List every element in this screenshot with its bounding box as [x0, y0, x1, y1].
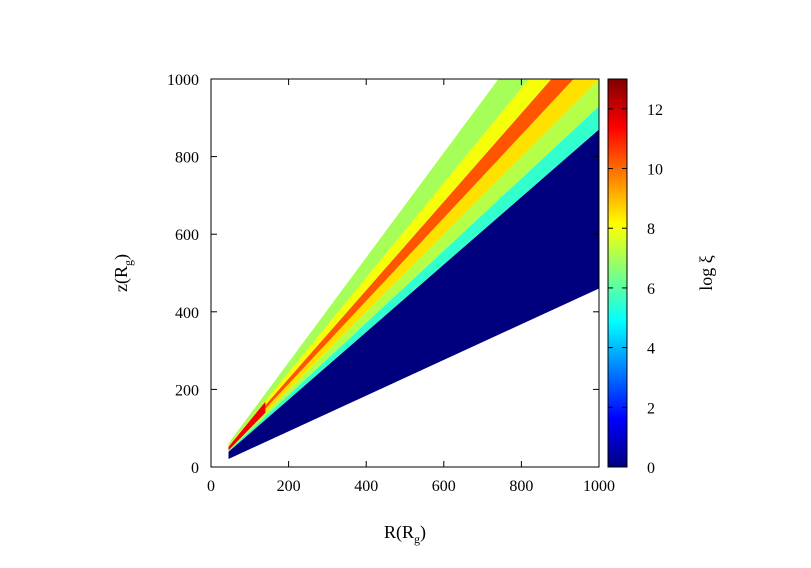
- x-tick-label: 800: [509, 478, 533, 495]
- colorbar: [607, 78, 628, 468]
- wedge-band-2: [228, 79, 599, 451]
- colorbar-tick-label: 10: [647, 162, 663, 179]
- y-tick-label: 600: [175, 227, 199, 244]
- colorbar-tick-label: 12: [647, 102, 663, 119]
- wedge-tip: [228, 401, 266, 451]
- plot-frame: [210, 78, 600, 468]
- y-tick-label: 800: [175, 150, 199, 167]
- x-axis: 0 200 400 600 800 1000: [207, 79, 615, 495]
- x-tick-label: 600: [432, 478, 456, 495]
- wedge-band-0: [228, 129, 599, 459]
- x-tick-label: 400: [354, 478, 378, 495]
- wedge-band-4: [228, 79, 574, 449]
- wedge-band-1: [228, 106, 599, 452]
- colorbar-label: log ξ: [696, 255, 716, 291]
- x-tick-label: 1000: [583, 478, 615, 495]
- colorbar-ticks: 0 2 4 6 8 10 12: [608, 102, 663, 477]
- y-axis-label: z(Rg): [111, 254, 135, 292]
- colorbar-tick-label: 6: [647, 281, 655, 298]
- y-axis: 0 200 400 600 800 1000: [167, 72, 599, 477]
- colorbar-tick-label: 2: [647, 400, 655, 417]
- colorbar-tick-label: 8: [647, 221, 655, 238]
- x-tick-label: 200: [277, 478, 301, 495]
- x-tick-label: 0: [207, 478, 215, 495]
- y-tick-label: 400: [175, 305, 199, 322]
- wedge-band-3: [228, 79, 599, 450]
- y-tick-label: 0: [191, 460, 199, 477]
- y-tick-label: 1000: [167, 72, 199, 89]
- colorbar-tick-label: 4: [647, 341, 655, 358]
- wedge-band-6: [228, 79, 530, 446]
- plot-area: [228, 79, 599, 459]
- y-tick-label: 200: [175, 382, 199, 399]
- wedge-band-5: [228, 79, 552, 448]
- colorbar-tick-label: 0: [647, 460, 655, 477]
- x-axis-label: R(Rg): [384, 522, 426, 546]
